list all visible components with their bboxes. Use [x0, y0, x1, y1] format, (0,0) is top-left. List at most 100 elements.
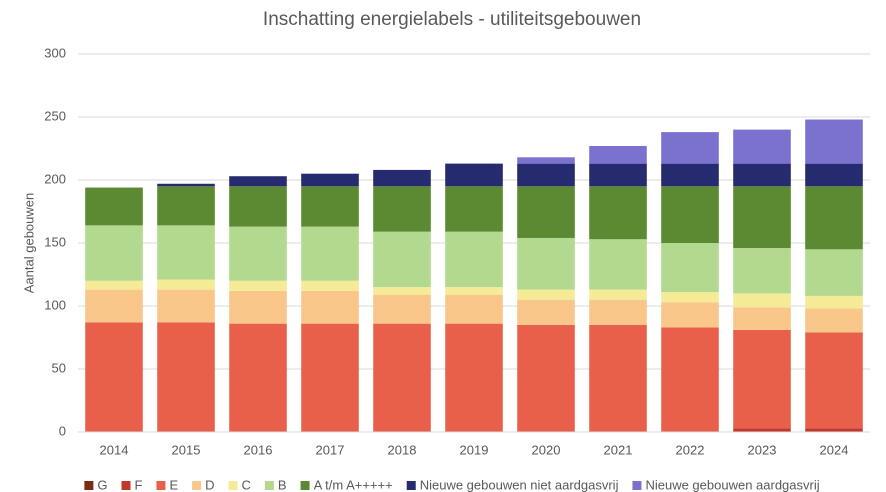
y-tick-label: 300: [44, 45, 66, 60]
bar-segment: [85, 225, 143, 281]
bar-segment: [733, 329, 791, 429]
legend-swatch: [156, 481, 166, 490]
bar-segment: [229, 280, 287, 291]
bar-segment: [517, 289, 575, 300]
bar-segment: [445, 186, 503, 232]
bar-segment: [805, 332, 863, 429]
bar-segment: [85, 280, 143, 290]
legend-label: C: [242, 477, 251, 492]
bar-segment: [805, 295, 863, 309]
bar-segment: [85, 322, 143, 432]
x-tick-label: 2019: [460, 442, 489, 457]
bar-segment: [373, 186, 431, 232]
legend-swatch: [121, 481, 131, 490]
bar-segment: [157, 322, 215, 432]
y-tick-label: 200: [44, 171, 66, 186]
x-tick-label: 2020: [532, 442, 561, 457]
bar-segment: [373, 323, 431, 432]
bar-segment: [805, 186, 863, 250]
bar-segment: [517, 237, 575, 290]
bar-segment: [805, 119, 863, 164]
bar-segment: [301, 290, 359, 324]
bar-segment: [157, 279, 215, 290]
bar-segment: [157, 186, 215, 226]
bar-segment: [229, 323, 287, 432]
bar-segment: [301, 323, 359, 432]
legend-label: Nieuwe gebouwen niet aardgasvrij: [420, 477, 619, 492]
bar-segment: [733, 186, 791, 249]
bar-segment: [301, 280, 359, 291]
bar-segment: [661, 292, 719, 303]
bar-segment: [301, 186, 359, 227]
bar-segment: [589, 145, 647, 164]
bar-segment: [301, 173, 359, 187]
x-tick-label: 2018: [388, 442, 417, 457]
x-tick-label: 2017: [316, 442, 345, 457]
legend-label: B: [278, 477, 287, 492]
bar-segment: [445, 163, 503, 187]
bar-segment: [85, 289, 143, 323]
y-axis-label: Aantal gebouwen: [21, 193, 36, 293]
bar-segment: [373, 287, 431, 295]
bar-segment: [445, 323, 503, 432]
chart-title: Inschatting energielabels - utiliteitsge…: [263, 9, 641, 30]
bar-segment: [157, 183, 215, 187]
bar-segment: [301, 226, 359, 281]
x-tick-label: 2016: [244, 442, 273, 457]
legend-swatch: [192, 481, 202, 490]
legend-label: A t/m A+++++: [314, 477, 393, 492]
y-tick-label: 50: [52, 360, 66, 375]
bar-segment: [517, 157, 575, 164]
bar-segment: [589, 299, 647, 325]
bar-segment: [517, 186, 575, 238]
bar-segment: [85, 187, 143, 226]
bar-segment: [733, 293, 791, 308]
bar-segment: [805, 249, 863, 296]
bar-segment: [805, 428, 863, 432]
bar-segment: [589, 239, 647, 290]
bar-segment: [517, 163, 575, 187]
bar-segment: [229, 176, 287, 187]
bar-segment: [661, 132, 719, 164]
legend-swatch: [264, 481, 274, 490]
legend-swatch: [406, 481, 416, 490]
bar-segment: [661, 186, 719, 243]
y-tick-label: 100: [44, 297, 66, 312]
y-tick-label: 150: [44, 234, 66, 249]
bar-segment: [805, 163, 863, 187]
bar-segment: [733, 163, 791, 187]
y-tick-label: 250: [44, 108, 66, 123]
y-tick-label: 0: [59, 423, 66, 438]
bar-segment: [661, 243, 719, 293]
bar-segment: [445, 231, 503, 288]
bar-segment: [157, 225, 215, 280]
legend-swatch: [632, 481, 642, 490]
legend-label: D: [205, 477, 214, 492]
bar-segment: [229, 290, 287, 324]
bar-segment: [517, 299, 575, 325]
x-tick-label: 2023: [748, 442, 777, 457]
bar-segment: [805, 308, 863, 333]
bar-segment: [589, 163, 647, 187]
bar-segment: [445, 294, 503, 324]
x-tick-label: 2014: [100, 442, 129, 457]
bar-segment: [229, 226, 287, 281]
legend-label: Nieuwe gebouwen aardgasvrij: [645, 477, 819, 492]
x-tick-label: 2022: [676, 442, 705, 457]
legend-swatch: [300, 481, 310, 490]
bar-segment: [661, 327, 719, 432]
legend-swatch: [84, 481, 94, 490]
bar-segment: [517, 324, 575, 432]
x-tick-label: 2024: [820, 442, 849, 457]
legend-swatch: [228, 481, 238, 490]
legend-label: F: [134, 477, 142, 492]
bar-segment: [661, 302, 719, 328]
legend-label: E: [169, 477, 178, 492]
x-tick-label: 2021: [604, 442, 633, 457]
bar-segment: [733, 307, 791, 330]
bar-segment: [733, 129, 791, 164]
legend-label: G: [97, 477, 107, 492]
bar-segment: [733, 428, 791, 432]
bar-segment: [445, 287, 503, 295]
bar-segment: [589, 324, 647, 432]
